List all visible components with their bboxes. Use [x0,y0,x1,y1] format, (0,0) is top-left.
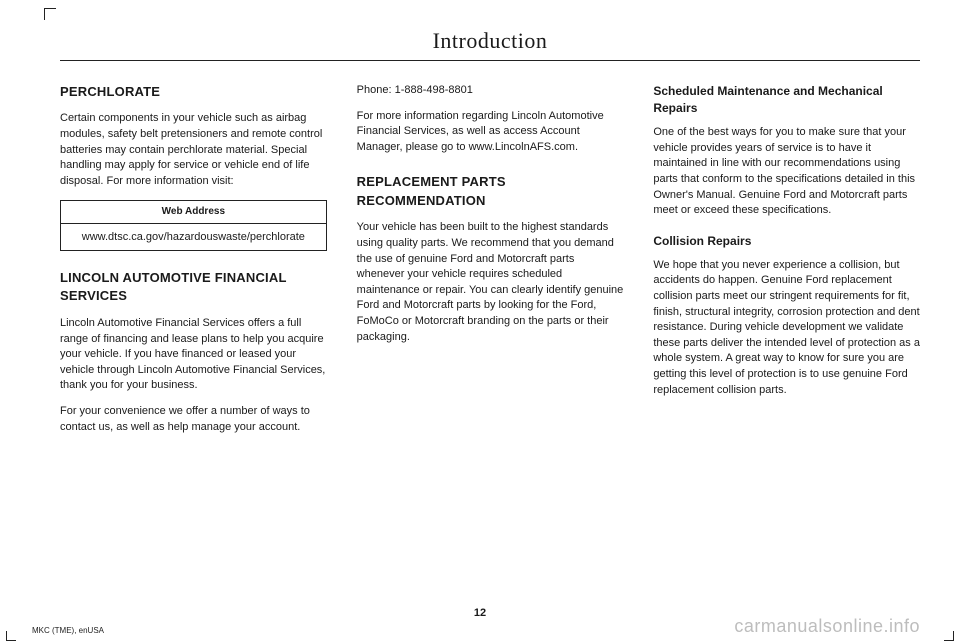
body-text: Lincoln Automotive Financial Services of… [60,316,327,394]
crop-mark [44,8,56,20]
column-2: Phone: 1-888-498-8801 For more informati… [357,83,624,445]
subsection-heading-scheduled: Scheduled Maintenance and Mechanical Rep… [653,83,920,117]
body-text: We hope that you never experience a coll… [653,258,920,398]
crop-mark [6,631,16,641]
crop-mark [944,631,954,641]
body-text: For your convenience we offer a number o… [60,404,327,435]
table-header: Web Address [61,201,326,224]
body-text: Certain components in your vehicle such … [60,111,327,189]
table-cell: www.dtsc.ca.gov/hazardouswaste/perchlora… [61,224,326,250]
footer-model-code: MKC (TME), enUSA [32,626,104,635]
content-columns: PERCHLORATE Certain components in your v… [60,83,920,445]
phone-text: Phone: 1-888-498-8801 [357,83,624,99]
manual-page: Introduction PERCHLORATE Certain compone… [0,0,960,643]
subsection-heading-collision: Collision Repairs [653,233,920,250]
chapter-title: Introduction [60,28,920,54]
column-1: PERCHLORATE Certain components in your v… [60,83,327,445]
section-heading-perchlorate: PERCHLORATE [60,83,327,101]
footer-watermark: carmanualsonline.info [734,616,920,637]
body-text: For more information regarding Lincoln A… [357,109,624,156]
section-heading-replacement: REPLACEMENT PARTS RECOMMENDATION [357,173,624,210]
body-text: Your vehicle has been built to the highe… [357,220,624,345]
column-3: Scheduled Maintenance and Mechanical Rep… [653,83,920,445]
body-text: One of the best ways for you to make sur… [653,125,920,219]
header-rule [60,60,920,61]
web-address-table: Web Address www.dtsc.ca.gov/hazardouswas… [60,200,327,251]
section-heading-lafs: LINCOLN AUTOMOTIVE FINANCIAL SERVICES [60,269,327,306]
page-header: Introduction [60,28,920,54]
